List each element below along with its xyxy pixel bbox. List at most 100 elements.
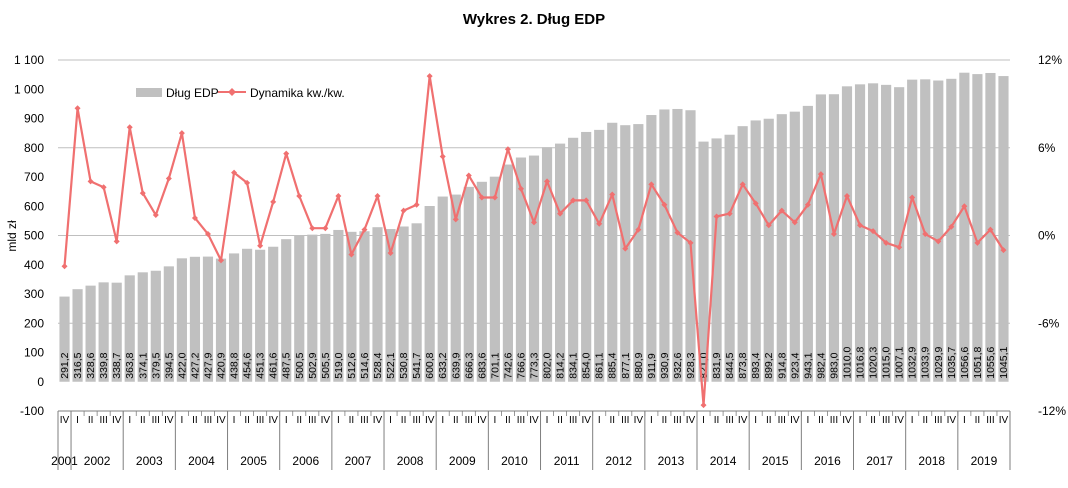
debt-bar [385, 229, 396, 382]
dynamics-point [570, 197, 577, 204]
debt-bar [554, 143, 566, 382]
debt-bar [568, 137, 579, 382]
debt-bar-label: 873,8 [737, 352, 749, 378]
dynamics-point [61, 263, 68, 270]
debt-bar-label: 512,6 [346, 352, 358, 378]
debt-bar [307, 234, 318, 382]
dynamics-point [674, 229, 681, 236]
debt-bar-label: 683,6 [476, 352, 488, 378]
x-quarter-label: III [986, 415, 994, 426]
debt-bar-label: 530,8 [398, 352, 410, 378]
x-quarter-label: IV [477, 415, 487, 426]
debt-bar [541, 147, 553, 382]
dynamics-point [322, 225, 329, 232]
debt-bar-label: 766,6 [515, 352, 527, 378]
dynamics-point [987, 226, 994, 233]
y-tick-label: 700 [24, 170, 44, 184]
x-quarter-label: II [349, 415, 355, 426]
debt-bar [828, 94, 840, 382]
x-year-label: 2010 [501, 454, 528, 468]
debt-bar-label: 1033,9 [920, 346, 932, 378]
debt-bar-label: 427,9 [202, 352, 214, 378]
debt-bar [228, 253, 240, 382]
x-quarter-label: I [702, 415, 705, 426]
dynamics-point [165, 175, 172, 182]
debt-bar [450, 194, 461, 382]
dynamics-point [922, 231, 929, 238]
x-quarter-label: II [140, 415, 146, 426]
x-quarter-label: II [401, 415, 407, 426]
dynamics-point [961, 203, 968, 210]
debt-bar [581, 131, 592, 382]
debt-bar-label: 861,1 [594, 352, 606, 378]
debt-bar [476, 181, 487, 382]
debt-bar [294, 235, 305, 382]
dynamics-point [139, 190, 146, 197]
dynamics-point [517, 185, 524, 192]
x-quarter-label: IV [60, 415, 70, 426]
dynamics-point [374, 193, 381, 200]
y2-tick-label: 0% [1038, 229, 1056, 243]
x-quarter-label: III [830, 415, 838, 426]
debt-bar-label: 1056,6 [959, 346, 971, 378]
debt-bar-label: 914,8 [776, 352, 788, 378]
x-quarter-label: IV [164, 415, 174, 426]
debt-bar [268, 246, 279, 382]
y-tick-label: 800 [24, 141, 44, 155]
x-quarter-label: II [453, 415, 459, 426]
x-year-label: 2012 [605, 454, 632, 468]
debt-bar-label: 633,2 [437, 352, 449, 378]
dynamics-point [804, 201, 811, 208]
debt-bar [959, 72, 970, 382]
debt-bar-label: 514,6 [359, 352, 371, 378]
x-year-label: 2007 [345, 454, 372, 468]
x-quarter-label: I [493, 415, 496, 426]
dynamics-point [948, 223, 955, 230]
y2-tick-label: 6% [1038, 141, 1056, 155]
dynamics-point [283, 150, 290, 157]
y2-tick-label: -6% [1038, 316, 1060, 330]
x-quarter-label: II [870, 415, 876, 426]
debt-bar [215, 258, 227, 382]
dynamics-point [635, 226, 642, 233]
x-quarter-label: IV [999, 415, 1009, 426]
debt-bar [854, 84, 866, 382]
dynamics-point [531, 219, 537, 226]
x-quarter-label: II [505, 415, 511, 426]
legend-bar-label: Dług EDP [166, 86, 219, 100]
y-tick-label: 900 [24, 112, 44, 126]
dynamics-point [870, 228, 877, 235]
debt-bar-label: 1020,3 [868, 346, 880, 378]
y-tick-label: 500 [24, 229, 44, 243]
x-quarter-label: II [975, 415, 981, 426]
debt-bar [998, 76, 1009, 382]
dynamics-point [661, 201, 668, 208]
x-quarter-label: II [609, 415, 615, 426]
x-quarter-label: I [859, 415, 862, 426]
dynamics-point [491, 194, 498, 201]
x-quarter-label: III [360, 415, 368, 426]
x-quarter-label: IV [634, 415, 644, 426]
dynamics-point [231, 169, 238, 176]
x-quarter-label: II [557, 415, 563, 426]
debt-bar-label: 454,6 [242, 352, 254, 378]
dynamics-point [687, 239, 694, 246]
dynamics-point [152, 212, 159, 219]
debt-bar-label: 600,8 [424, 352, 436, 378]
x-quarter-label: II [662, 415, 668, 426]
x-quarter-label: I [76, 415, 79, 426]
chart-title: Wykres 2. Dług EDP [463, 11, 605, 28]
x-year-label: 2013 [658, 454, 685, 468]
x-year-label: 2003 [136, 454, 163, 468]
debt-bar-label: 814,2 [555, 352, 567, 378]
debt-bar [711, 138, 722, 382]
y-tick-label: 300 [24, 287, 44, 301]
bar-data-labels: 291,2 316,5 328,6 339,8 338,7 363,8 374,1 379,5… [59, 346, 1010, 378]
dynamics-point [896, 244, 903, 251]
x-quarter-label: I [128, 415, 131, 426]
debt-bar-label: 943,1 [802, 352, 814, 378]
debt-bar-label: 374,1 [137, 352, 149, 378]
debt-bar-label: 339,8 [98, 352, 110, 378]
debt-bar [698, 141, 709, 382]
